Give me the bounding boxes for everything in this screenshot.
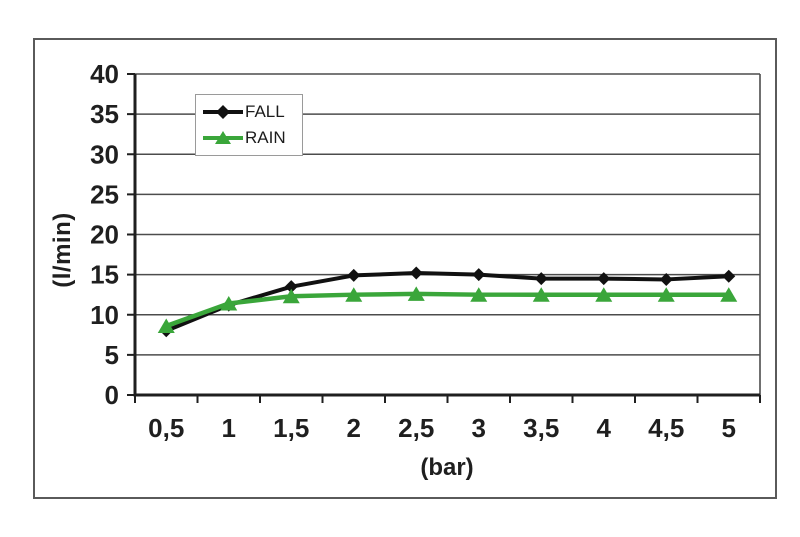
legend-label-fall: FALL — [245, 102, 285, 122]
svg-text:10: 10 — [90, 300, 119, 330]
fall-diamond-marker-icon — [203, 105, 243, 120]
svg-text:3,5: 3,5 — [523, 413, 559, 443]
y-tick-labels: 0 5 10 15 20 25 30 35 40 — [90, 59, 119, 410]
x-axis-title: (bar) — [420, 454, 474, 481]
svg-text:4,5: 4,5 — [648, 413, 684, 443]
rain-triangle-marker-icon — [203, 130, 243, 144]
legend: FALL RAIN — [195, 94, 303, 156]
svg-text:4: 4 — [597, 413, 612, 443]
svg-text:35: 35 — [90, 99, 119, 129]
plot-area: 0 5 10 15 20 25 30 35 40 0,5 1 1,5 2 2,5 3 3,5 4 4,5 5 — [90, 59, 761, 443]
svg-text:1: 1 — [222, 413, 236, 443]
svg-text:30: 30 — [90, 139, 119, 169]
legend-item-fall: FALL — [202, 102, 296, 122]
legend-item-rain: RAIN — [202, 128, 296, 148]
x-tick-labels: 0,5 1 1,5 2 2,5 3 3,5 4 4,5 5 — [148, 413, 736, 443]
series-fall — [159, 266, 736, 338]
svg-text:2: 2 — [347, 413, 361, 443]
svg-text:3: 3 — [472, 413, 486, 443]
svg-text:20: 20 — [90, 220, 119, 250]
svg-text:2,5: 2,5 — [398, 413, 434, 443]
series-rain — [157, 286, 738, 333]
chart-frame: 0 5 10 15 20 25 30 35 40 0,5 1 1,5 2 2,5 3 3,5 4 4,5 5 (l/… — [33, 38, 777, 499]
svg-text:5: 5 — [105, 340, 119, 370]
svg-text:1,5: 1,5 — [273, 413, 309, 443]
svg-text:25: 25 — [90, 179, 119, 209]
legend-label-rain: RAIN — [245, 127, 286, 147]
svg-text:0: 0 — [105, 380, 119, 410]
svg-text:0,5: 0,5 — [148, 413, 184, 443]
y-axis-title: (l/min) — [49, 212, 76, 288]
svg-text:5: 5 — [722, 413, 736, 443]
svg-text:40: 40 — [90, 59, 119, 89]
svg-text:15: 15 — [90, 260, 119, 290]
